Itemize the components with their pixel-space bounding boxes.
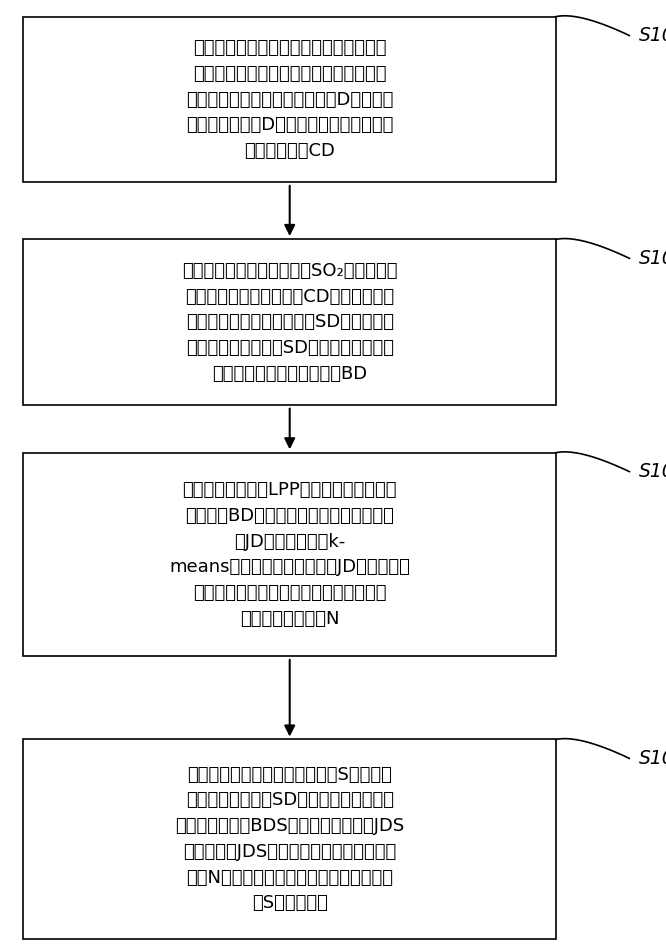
Text: 采用局部保留投影LPP算法对将所述量纲标
准化样本BD进行降维处理，得到降维后样
本JD，并采用凝聚k-
means聚类方法对降维后样本JD进行模式聚
类与识别: 采用局部保留投影LPP算法对将所述量纲标 准化样本BD进行降维处理，得到降维后样… — [169, 482, 410, 628]
FancyBboxPatch shape — [23, 17, 556, 183]
Text: S102: S102 — [639, 248, 666, 268]
FancyBboxPatch shape — [23, 240, 556, 406]
Text: S104: S104 — [639, 749, 666, 768]
FancyBboxPatch shape — [23, 739, 556, 939]
Text: 在预定时间以预定时间间隔采集脱硫系统
相关参数的历史运行数据及对应的浆液品
质评价标签，得到原始数据样本D，并对所
述原始数据样本D进行数据清洗，得到清洗
后的: 在预定时间以预定时间间隔采集脱硫系统 相关参数的历史运行数据及对应的浆液品 质评… — [186, 39, 394, 160]
Text: 以机组负荷和脱硫系统入口SO₂浓度为稳态
判定条件对所述数据样本CD进行稳态筛选
，得到稳态运行数据样本集SD，并对所述
稳态运行数据样本集SD进行标准化预处理: 以机组负荷和脱硫系统入口SO₂浓度为稳态 判定条件对所述数据样本CD进行稳态筛选… — [182, 262, 398, 383]
Text: S103: S103 — [639, 462, 666, 482]
Text: S101: S101 — [639, 26, 666, 46]
Text: 获取脱硫系统相关参数的新样本S，加入稳
态运行数据样本集SD进行迭代计算，得到
量纲标准化样本BDS以及降维后的样本JDS
，并对样本JDS进行模式聚类，与分类: 获取脱硫系统相关参数的新样本S，加入稳 态运行数据样本集SD进行迭代计算，得到 … — [175, 766, 404, 912]
FancyBboxPatch shape — [23, 453, 556, 657]
